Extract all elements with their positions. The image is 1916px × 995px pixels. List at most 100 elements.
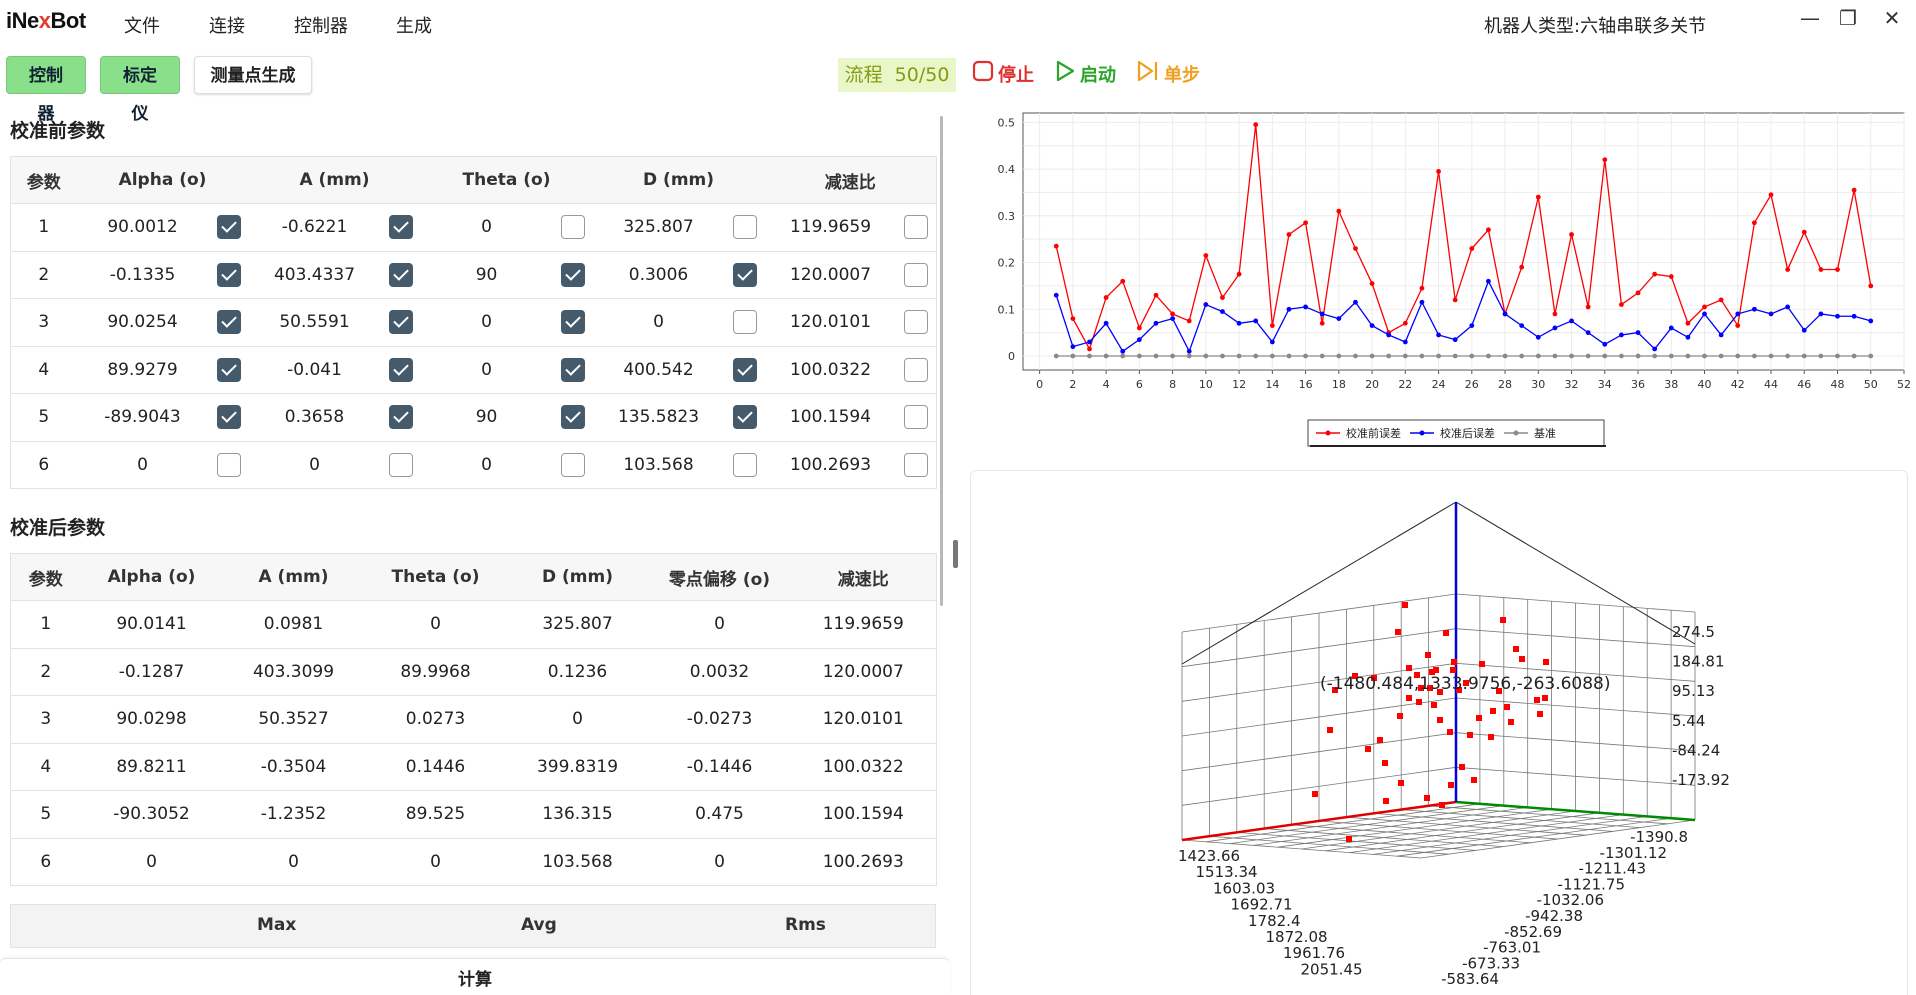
checkbox[interactable]: [560, 452, 585, 477]
table-cell: 0.1446: [364, 742, 507, 791]
z-tick-label: -84.24: [1672, 741, 1720, 759]
table-cell: 0.3006: [592, 250, 725, 299]
checkbox[interactable]: [904, 357, 929, 382]
data-point: [1535, 353, 1541, 359]
checkbox[interactable]: [216, 262, 241, 287]
data-point: [1136, 353, 1142, 359]
data-point: [1203, 253, 1209, 258]
checkbox[interactable]: [560, 215, 585, 240]
checkbox[interactable]: [388, 310, 413, 335]
scatter-point: [1508, 719, 1514, 725]
controller-button[interactable]: 控制器: [6, 56, 86, 124]
y-tick-label: -673.33: [1462, 954, 1520, 972]
table-cell: 325.807: [592, 203, 725, 251]
z-tick-label: 95.13: [1672, 682, 1715, 700]
checkbox[interactable]: [732, 405, 757, 430]
checkbox[interactable]: [732, 262, 757, 287]
x-axis: [1181, 800, 1457, 842]
close-icon[interactable]: ✕: [1883, 6, 1901, 30]
col-header: A (mm): [248, 156, 421, 204]
checkbox[interactable]: [904, 405, 929, 430]
measure-point-gen-button[interactable]: 测量点生成: [194, 56, 312, 94]
table-cell: 0: [248, 440, 381, 489]
checkbox[interactable]: [388, 452, 413, 477]
table-header: 参数 Alpha (o) A (mm) Theta (o) D (mm) 减速比: [10, 156, 937, 204]
maximize-icon[interactable]: ❐: [1839, 6, 1857, 30]
cell-checkbox-cell: [380, 393, 421, 441]
data-point: [1286, 353, 1292, 359]
table-cell: 0: [506, 695, 649, 743]
data-point: [1851, 353, 1857, 359]
stop-button[interactable]: 停止: [972, 60, 1034, 88]
table-cell: 0.3658: [248, 393, 381, 441]
checkbox[interactable]: [216, 357, 241, 382]
checkbox[interactable]: [904, 310, 929, 335]
scatter-point: [1542, 695, 1548, 701]
table-cell: 0: [420, 298, 553, 346]
table-row: 3 90.0298 50.3527 0.0273 0 -0.0273 120.0101: [10, 695, 937, 743]
cell-checkbox-cell: [208, 250, 249, 299]
play-icon: [1054, 60, 1076, 88]
data-point: [1685, 353, 1691, 359]
scatter-point: [1406, 665, 1412, 671]
y-tick-label: -852.69: [1504, 923, 1562, 941]
data-point: [1186, 318, 1192, 324]
checkbox[interactable]: [732, 452, 757, 477]
cell-checkbox-cell: [380, 298, 421, 346]
scatter-point: [1398, 780, 1404, 786]
table-cell: 89.525: [364, 790, 507, 838]
left-scrollbar[interactable]: [940, 116, 943, 606]
data-point: [1186, 348, 1192, 354]
data-point: [1486, 278, 1491, 284]
step-button[interactable]: 单步: [1136, 60, 1200, 88]
checkbox[interactable]: [388, 405, 413, 430]
start-button[interactable]: 启动: [1054, 60, 1116, 88]
table-cell: 0: [80, 837, 223, 886]
x-tick-label: 1692.71: [1231, 896, 1293, 914]
data-point: [1652, 346, 1658, 352]
y-tick-label: -1121.75: [1558, 875, 1625, 893]
menu-generate[interactable]: 生成: [396, 16, 432, 37]
menu-controller[interactable]: 控制器: [294, 16, 348, 37]
checkbox[interactable]: [216, 405, 241, 430]
checkbox[interactable]: [904, 262, 929, 287]
checkbox[interactable]: [388, 262, 413, 287]
checkbox[interactable]: [732, 310, 757, 335]
calibrator-button[interactable]: 标定仪: [100, 56, 180, 124]
checkbox[interactable]: [388, 357, 413, 382]
data-point: [1768, 192, 1774, 198]
checkbox[interactable]: [560, 310, 585, 335]
table-cell: 399.8319: [506, 742, 649, 791]
menu-connect[interactable]: 连接: [209, 16, 245, 37]
x-tick-label: 48: [1831, 378, 1845, 391]
minimize-icon[interactable]: —: [1800, 6, 1820, 30]
legend-marker: [1513, 430, 1519, 436]
data-point: [1751, 306, 1757, 312]
table-cell: 0: [222, 837, 365, 886]
data-point: [1535, 334, 1541, 340]
checkbox[interactable]: [560, 405, 585, 430]
checkbox[interactable]: [216, 452, 241, 477]
table-cell: -90.3052: [80, 790, 223, 838]
data-point: [1269, 353, 1275, 359]
checkbox[interactable]: [904, 452, 929, 477]
table-row: 6 0 0 0 103.568 100.2693: [10, 440, 937, 489]
checkbox[interactable]: [388, 215, 413, 240]
data-point: [1386, 332, 1392, 338]
table-cell: 0: [648, 837, 791, 886]
data-point: [1436, 353, 1441, 359]
scatter-point: [1332, 687, 1338, 693]
checkbox[interactable]: [216, 310, 241, 335]
checkbox[interactable]: [904, 215, 929, 240]
checkbox[interactable]: [560, 262, 585, 287]
calculate-button[interactable]: 计算: [0, 958, 950, 995]
panel-splitter-handle[interactable]: [953, 540, 958, 568]
data-point: [1369, 281, 1375, 286]
checkbox[interactable]: [216, 215, 241, 240]
cell-checkbox-cell: [552, 250, 593, 299]
checkbox[interactable]: [732, 215, 757, 240]
checkbox[interactable]: [732, 357, 757, 382]
table-cell: 5: [10, 790, 81, 838]
checkbox[interactable]: [560, 357, 585, 382]
menu-file[interactable]: 文件: [124, 16, 160, 37]
